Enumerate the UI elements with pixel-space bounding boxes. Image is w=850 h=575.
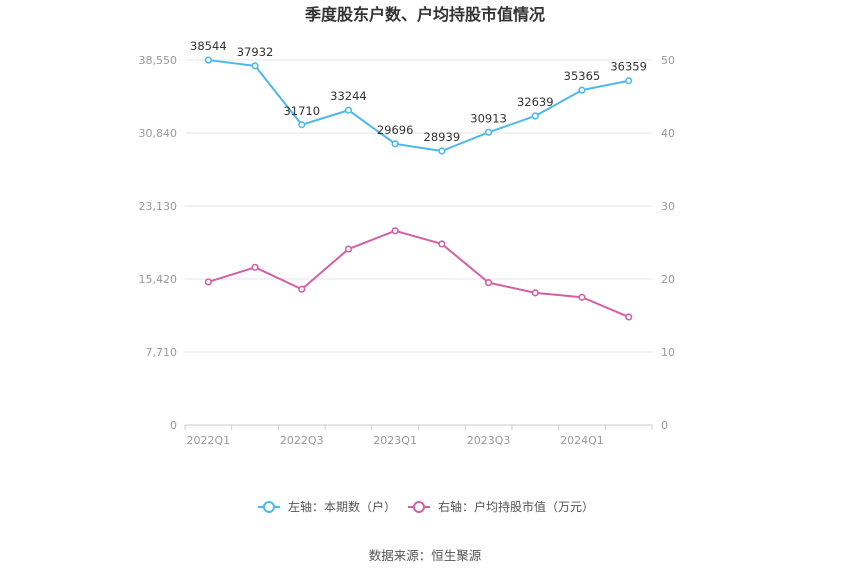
data-point [484, 279, 493, 287]
x-tick-label: 2022Q3 [280, 434, 324, 447]
data-point [438, 147, 446, 155]
data-point [204, 278, 212, 286]
series-1: 38544 37932 31710 33244 29696 28939 30913 32639… [190, 39, 647, 155]
x-tick-label: 2023Q3 [467, 434, 511, 447]
left-tick-label: 0 [170, 419, 177, 432]
left-axis: 0 7,710 15,420 23,130 30,840 38,550 [139, 54, 178, 432]
x-axis: 2022Q1 2022Q3 2023Q1 2023Q3 2024Q1 [184, 425, 653, 447]
data-point [578, 86, 586, 94]
data-point [531, 289, 539, 297]
data-label: 36359 [610, 60, 647, 74]
data-point [251, 263, 259, 271]
data-point [344, 245, 353, 253]
legend-label: 左轴：本期数（户） [288, 499, 396, 514]
left-tick-label: 30,840 [139, 127, 178, 140]
data-point [298, 121, 306, 129]
right-tick-label: 10 [661, 346, 675, 359]
legend-item: 左轴：本期数（户） [258, 499, 396, 514]
data-point [531, 112, 539, 120]
legend-marker [263, 501, 275, 513]
legend-item: 右轴：户均持股市值（万元） [408, 499, 594, 514]
right-tick-label: 50 [661, 54, 675, 67]
data-label: 29696 [377, 123, 414, 137]
data-point [391, 227, 399, 235]
legend-marker [413, 501, 425, 513]
data-label: 33244 [330, 89, 367, 103]
data-point [484, 128, 493, 136]
data-point [204, 56, 212, 64]
data-label: 28939 [424, 130, 461, 144]
data-label: 30913 [470, 111, 507, 125]
x-tick-label: 2022Q1 [187, 434, 231, 447]
left-tick-label: 23,130 [139, 200, 178, 213]
data-label: 31710 [283, 104, 320, 118]
chart-title: 季度股东户数、户均持股市值情况 [304, 5, 545, 24]
data-point [625, 77, 633, 85]
left-tick-label: 38,550 [139, 54, 178, 67]
right-tick-label: 0 [661, 419, 668, 432]
data-label: 35365 [564, 69, 601, 83]
x-tick-label: 2023Q1 [373, 434, 417, 447]
data-label: 38544 [190, 39, 227, 53]
series-line [208, 229, 630, 318]
legend: 左轴：本期数（户） 右轴：户均持股市值（万元） [258, 499, 594, 514]
data-label: 32639 [517, 95, 554, 109]
left-tick-label: 7,710 [146, 346, 178, 359]
series-line [208, 59, 629, 152]
legend-label: 右轴：户均持股市值（万元） [438, 499, 594, 514]
source-note: 数据来源：恒生聚源 [369, 548, 482, 563]
right-tick-label: 20 [661, 273, 675, 286]
left-tick-label: 15,420 [139, 273, 178, 286]
data-point [298, 285, 306, 293]
series-layer: 38544 37932 31710 33244 29696 28939 30913 32639… [190, 39, 647, 321]
series-2 [204, 227, 633, 321]
grid [185, 59, 652, 426]
data-point [625, 313, 633, 321]
data-point [344, 106, 353, 114]
right-tick-label: 40 [661, 127, 675, 140]
data-point [438, 240, 446, 248]
data-point [391, 140, 399, 148]
x-tick-label: 2024Q1 [560, 434, 604, 447]
right-axis: 0 10 20 30 40 50 [661, 54, 675, 432]
data-point [251, 62, 259, 70]
data-point [578, 293, 586, 301]
data-label: 37932 [237, 45, 274, 59]
right-tick-label: 30 [661, 200, 675, 213]
